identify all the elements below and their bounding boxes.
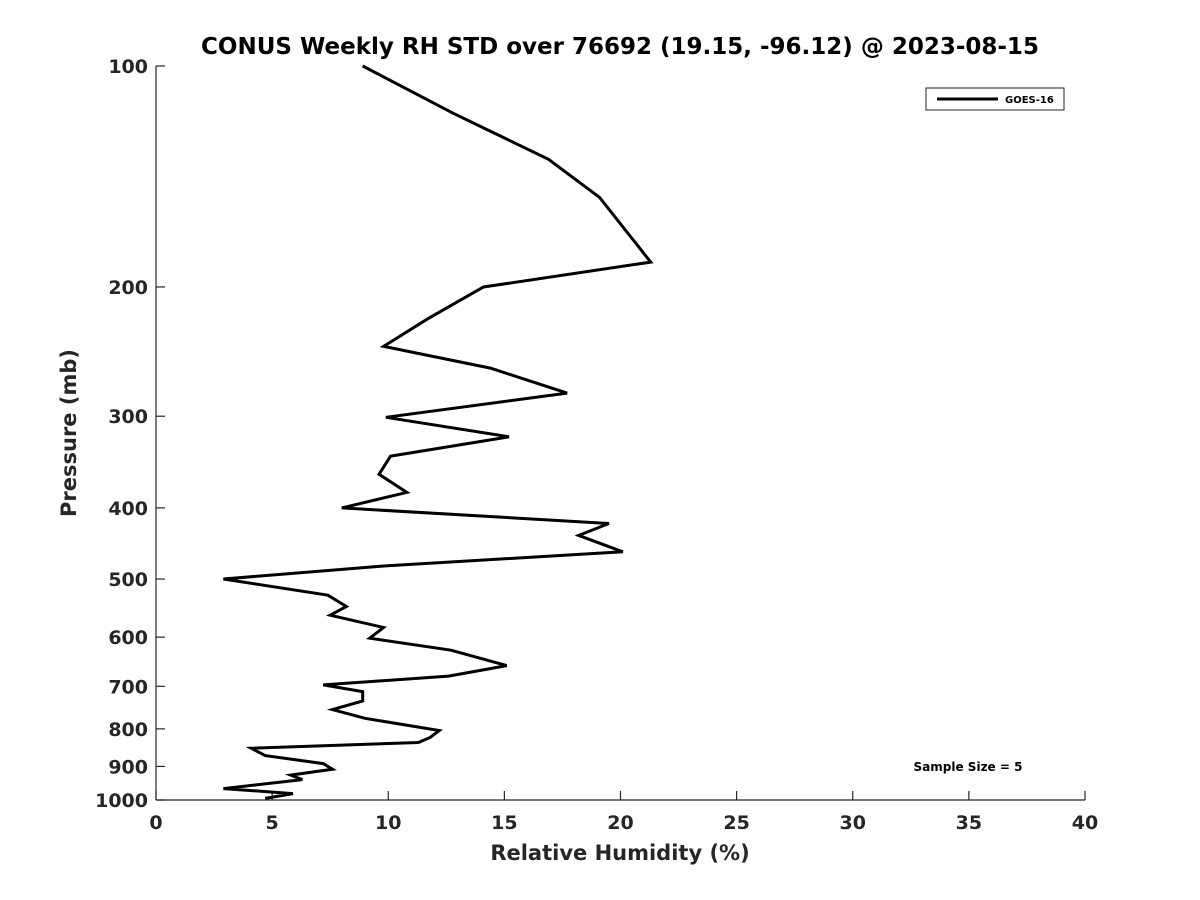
legend: GOES-16 xyxy=(925,87,1065,111)
chart-title: CONUS Weekly RH STD over 76692 (19.15, -… xyxy=(201,34,1039,60)
sample-size-annotation: Sample Size = 5 xyxy=(914,760,1023,774)
y-tick-label: 200 xyxy=(108,277,148,299)
x-tick-label: 10 xyxy=(375,812,401,834)
x-tick-label: 35 xyxy=(956,812,982,834)
y-axis-ticks: 100 200 300 400 500 600 700 800 900 1000 xyxy=(95,56,165,812)
y-tick-label: 500 xyxy=(108,569,148,591)
x-axis-label: Relative Humidity (%) xyxy=(490,841,749,865)
y-tick-label: 1000 xyxy=(95,790,148,812)
y-tick-label: 600 xyxy=(108,627,148,649)
y-axis-label: Pressure (mb) xyxy=(57,349,81,517)
legend-label-goes-16: GOES-16 xyxy=(1005,95,1054,106)
x-tick-label: 30 xyxy=(840,812,866,834)
y-tick-label: 900 xyxy=(108,756,148,778)
series-line-goes-16 xyxy=(223,64,654,800)
x-tick-label: 15 xyxy=(491,812,517,834)
x-tick-label: 40 xyxy=(1072,812,1098,834)
x-tick-label: 25 xyxy=(723,812,749,834)
x-axis-ticks: 0 5 10 15 20 25 30 35 40 xyxy=(149,791,1098,834)
y-tick-label: 800 xyxy=(108,719,148,741)
x-tick-label: 20 xyxy=(607,812,633,834)
y-tick-label: 400 xyxy=(108,498,148,520)
y-tick-label: 700 xyxy=(108,676,148,698)
y-tick-label: 100 xyxy=(108,56,148,78)
y-tick-label: 300 xyxy=(108,406,148,428)
x-tick-label: 0 xyxy=(149,812,162,834)
x-tick-label: 5 xyxy=(266,812,279,834)
